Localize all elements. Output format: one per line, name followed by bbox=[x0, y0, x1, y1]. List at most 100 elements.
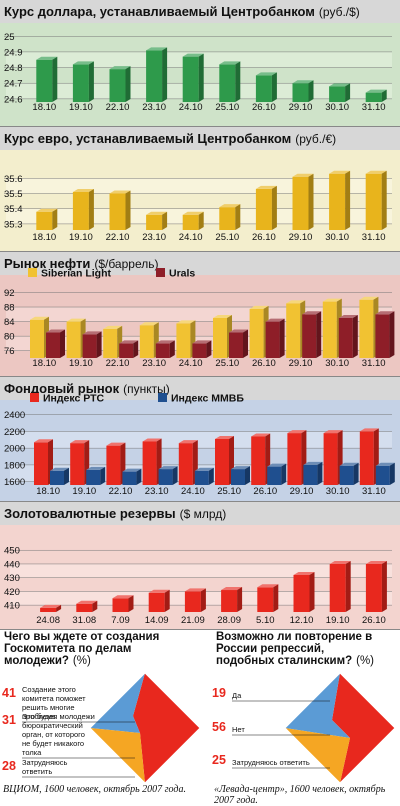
poll-answer-line: Затрудняюсь ответить bbox=[232, 758, 310, 767]
bar-1-30-10-top bbox=[323, 430, 343, 434]
y-tick-label: 24.9 bbox=[4, 47, 23, 58]
x-tick-label: 22.10 bbox=[106, 232, 130, 243]
x-tick-label: 23.10 bbox=[142, 102, 166, 113]
bar-1-22-10-front bbox=[109, 69, 126, 102]
slice-25 bbox=[285, 728, 350, 783]
legend-label: Siberian Light bbox=[41, 268, 112, 280]
poll-answer-line: ответить bbox=[22, 767, 52, 776]
poll-question-line: Возможно ли повторение в bbox=[216, 631, 372, 643]
y-tick-label: 1600 bbox=[4, 477, 25, 488]
bar-2-25-10 bbox=[229, 329, 248, 358]
bar-1-31-08 bbox=[76, 600, 98, 612]
bar-1-31-10-top bbox=[365, 89, 387, 93]
bar-2-24-10-top bbox=[192, 340, 212, 344]
bar-2-18-10-side bbox=[64, 467, 69, 485]
poll-answer-line: Это будет bbox=[22, 712, 57, 721]
bar-2-30-10-side bbox=[353, 462, 359, 485]
bar-2-23-10-top bbox=[158, 466, 178, 470]
bar-1-22-10-side bbox=[125, 66, 131, 102]
x-tick-label: 26.10 bbox=[252, 232, 276, 243]
poll-answer-line: орган, от которого bbox=[22, 730, 85, 739]
chart-unit: (руб./$) bbox=[319, 5, 360, 19]
bar-2-29-10-top bbox=[302, 311, 322, 315]
bar-1-24-08-top bbox=[40, 604, 62, 608]
bar-1-31-10-top bbox=[359, 296, 379, 300]
bar-1-12-10-front bbox=[293, 574, 310, 612]
legend-swatch bbox=[156, 268, 165, 277]
x-tick-label: 22.10 bbox=[109, 486, 133, 497]
bar-1-30-10-side bbox=[345, 170, 351, 230]
y-tick-label: 2400 bbox=[4, 410, 25, 421]
legend-label: Индекс ММВБ bbox=[171, 393, 244, 405]
bar-1-31-08-side bbox=[92, 600, 98, 612]
bar-2-24-10 bbox=[192, 340, 212, 358]
x-tick-label: 26.10 bbox=[253, 486, 277, 497]
bar-2-26-10-front bbox=[265, 321, 280, 358]
y-tick-label: 35.3 bbox=[4, 219, 23, 230]
bar-1-30-10-top bbox=[322, 298, 342, 302]
bar-1-25-10-side bbox=[235, 204, 241, 230]
poll-answer-line: не будет никакого bbox=[22, 739, 84, 748]
bar-1-19-10-front bbox=[70, 443, 85, 485]
bar-2-30-10-top bbox=[339, 462, 359, 466]
x-tick-label: 25.10 bbox=[215, 232, 239, 243]
poll-answer-line: решить многие bbox=[22, 703, 75, 712]
poll-answer-line: Нет bbox=[232, 725, 245, 734]
poll-source-1: ВЦИОМ, 1600 человек, октябрь 2007 года. bbox=[3, 784, 186, 795]
bar-1-26-10-top bbox=[249, 305, 269, 309]
bar-1-23-10-front bbox=[146, 214, 163, 230]
panel-header bbox=[0, 0, 400, 23]
bar-1-24-08-side bbox=[56, 604, 62, 612]
poll-answer-line: Создание этого bbox=[22, 685, 76, 694]
bar-1-22-10-top bbox=[109, 66, 131, 70]
x-tick-label: 26.10 bbox=[252, 358, 276, 369]
bar-1-31-08-top bbox=[76, 600, 98, 604]
bar-1-31-10-front bbox=[365, 92, 382, 102]
bar-2-31-10-top bbox=[375, 311, 395, 315]
x-tick-label: 26.10 bbox=[362, 615, 386, 626]
bar-2-18-10 bbox=[46, 329, 65, 358]
bar-2-23-10-side bbox=[172, 466, 178, 485]
legend-label: Индекс РТС bbox=[43, 393, 105, 405]
bar-2-22-10-top bbox=[122, 468, 142, 472]
panel-header bbox=[0, 127, 400, 150]
x-tick-label: 31.10 bbox=[362, 358, 386, 369]
bar-2-26-10-side bbox=[279, 318, 285, 358]
bar-2-22-10-front bbox=[122, 471, 137, 485]
x-tick-label: 19.10 bbox=[69, 232, 93, 243]
chart-panel-4: Фондовый рынок (пункты) 1600 1800 2000 2200 24… bbox=[0, 377, 400, 502]
bar-2-31-10-front bbox=[375, 314, 390, 358]
bar-1-30-10-front bbox=[322, 301, 337, 358]
bar-1-30-10 bbox=[329, 83, 351, 102]
y-tick-label: 24.8 bbox=[4, 63, 23, 74]
bar-1-25-10 bbox=[219, 61, 241, 102]
poll-value: 25 bbox=[212, 753, 226, 767]
bar-2-24-10-top bbox=[194, 467, 214, 471]
slice-41 bbox=[133, 673, 200, 783]
bar-1-19-10 bbox=[72, 61, 94, 102]
bar-1-7-09-top bbox=[112, 595, 134, 599]
bar-2-23-10-front bbox=[155, 343, 170, 358]
bar-2-18-10-side bbox=[60, 329, 65, 358]
slice-56 bbox=[332, 673, 395, 783]
poll-question-line: молодежи? (%) bbox=[4, 655, 91, 667]
bar-1-22-10-front bbox=[109, 193, 126, 230]
bar-1-22-10 bbox=[109, 66, 131, 102]
x-tick-label: 25.10 bbox=[217, 486, 241, 497]
bar-1-24-10-front bbox=[178, 443, 193, 485]
bar-1-19-10-top bbox=[72, 188, 94, 192]
bar-1-28-09-front bbox=[221, 590, 238, 612]
bar-1-19-10-front bbox=[66, 321, 81, 358]
bar-1-28-09-top bbox=[221, 587, 243, 591]
bar-2-18-10-top bbox=[50, 467, 69, 471]
bar-1-24-10-top bbox=[182, 53, 204, 57]
slice-31 bbox=[90, 673, 145, 733]
diamond-outline bbox=[89, 672, 201, 784]
panel-divider bbox=[0, 251, 400, 252]
x-tick-label: 24.10 bbox=[181, 486, 205, 497]
bar-2-29-10-side bbox=[317, 461, 323, 485]
x-tick-label: 18.10 bbox=[32, 102, 56, 113]
bar-2-26-10 bbox=[267, 463, 287, 485]
bar-2-22-10 bbox=[119, 340, 139, 358]
bar-1-23-10-top bbox=[146, 47, 168, 51]
